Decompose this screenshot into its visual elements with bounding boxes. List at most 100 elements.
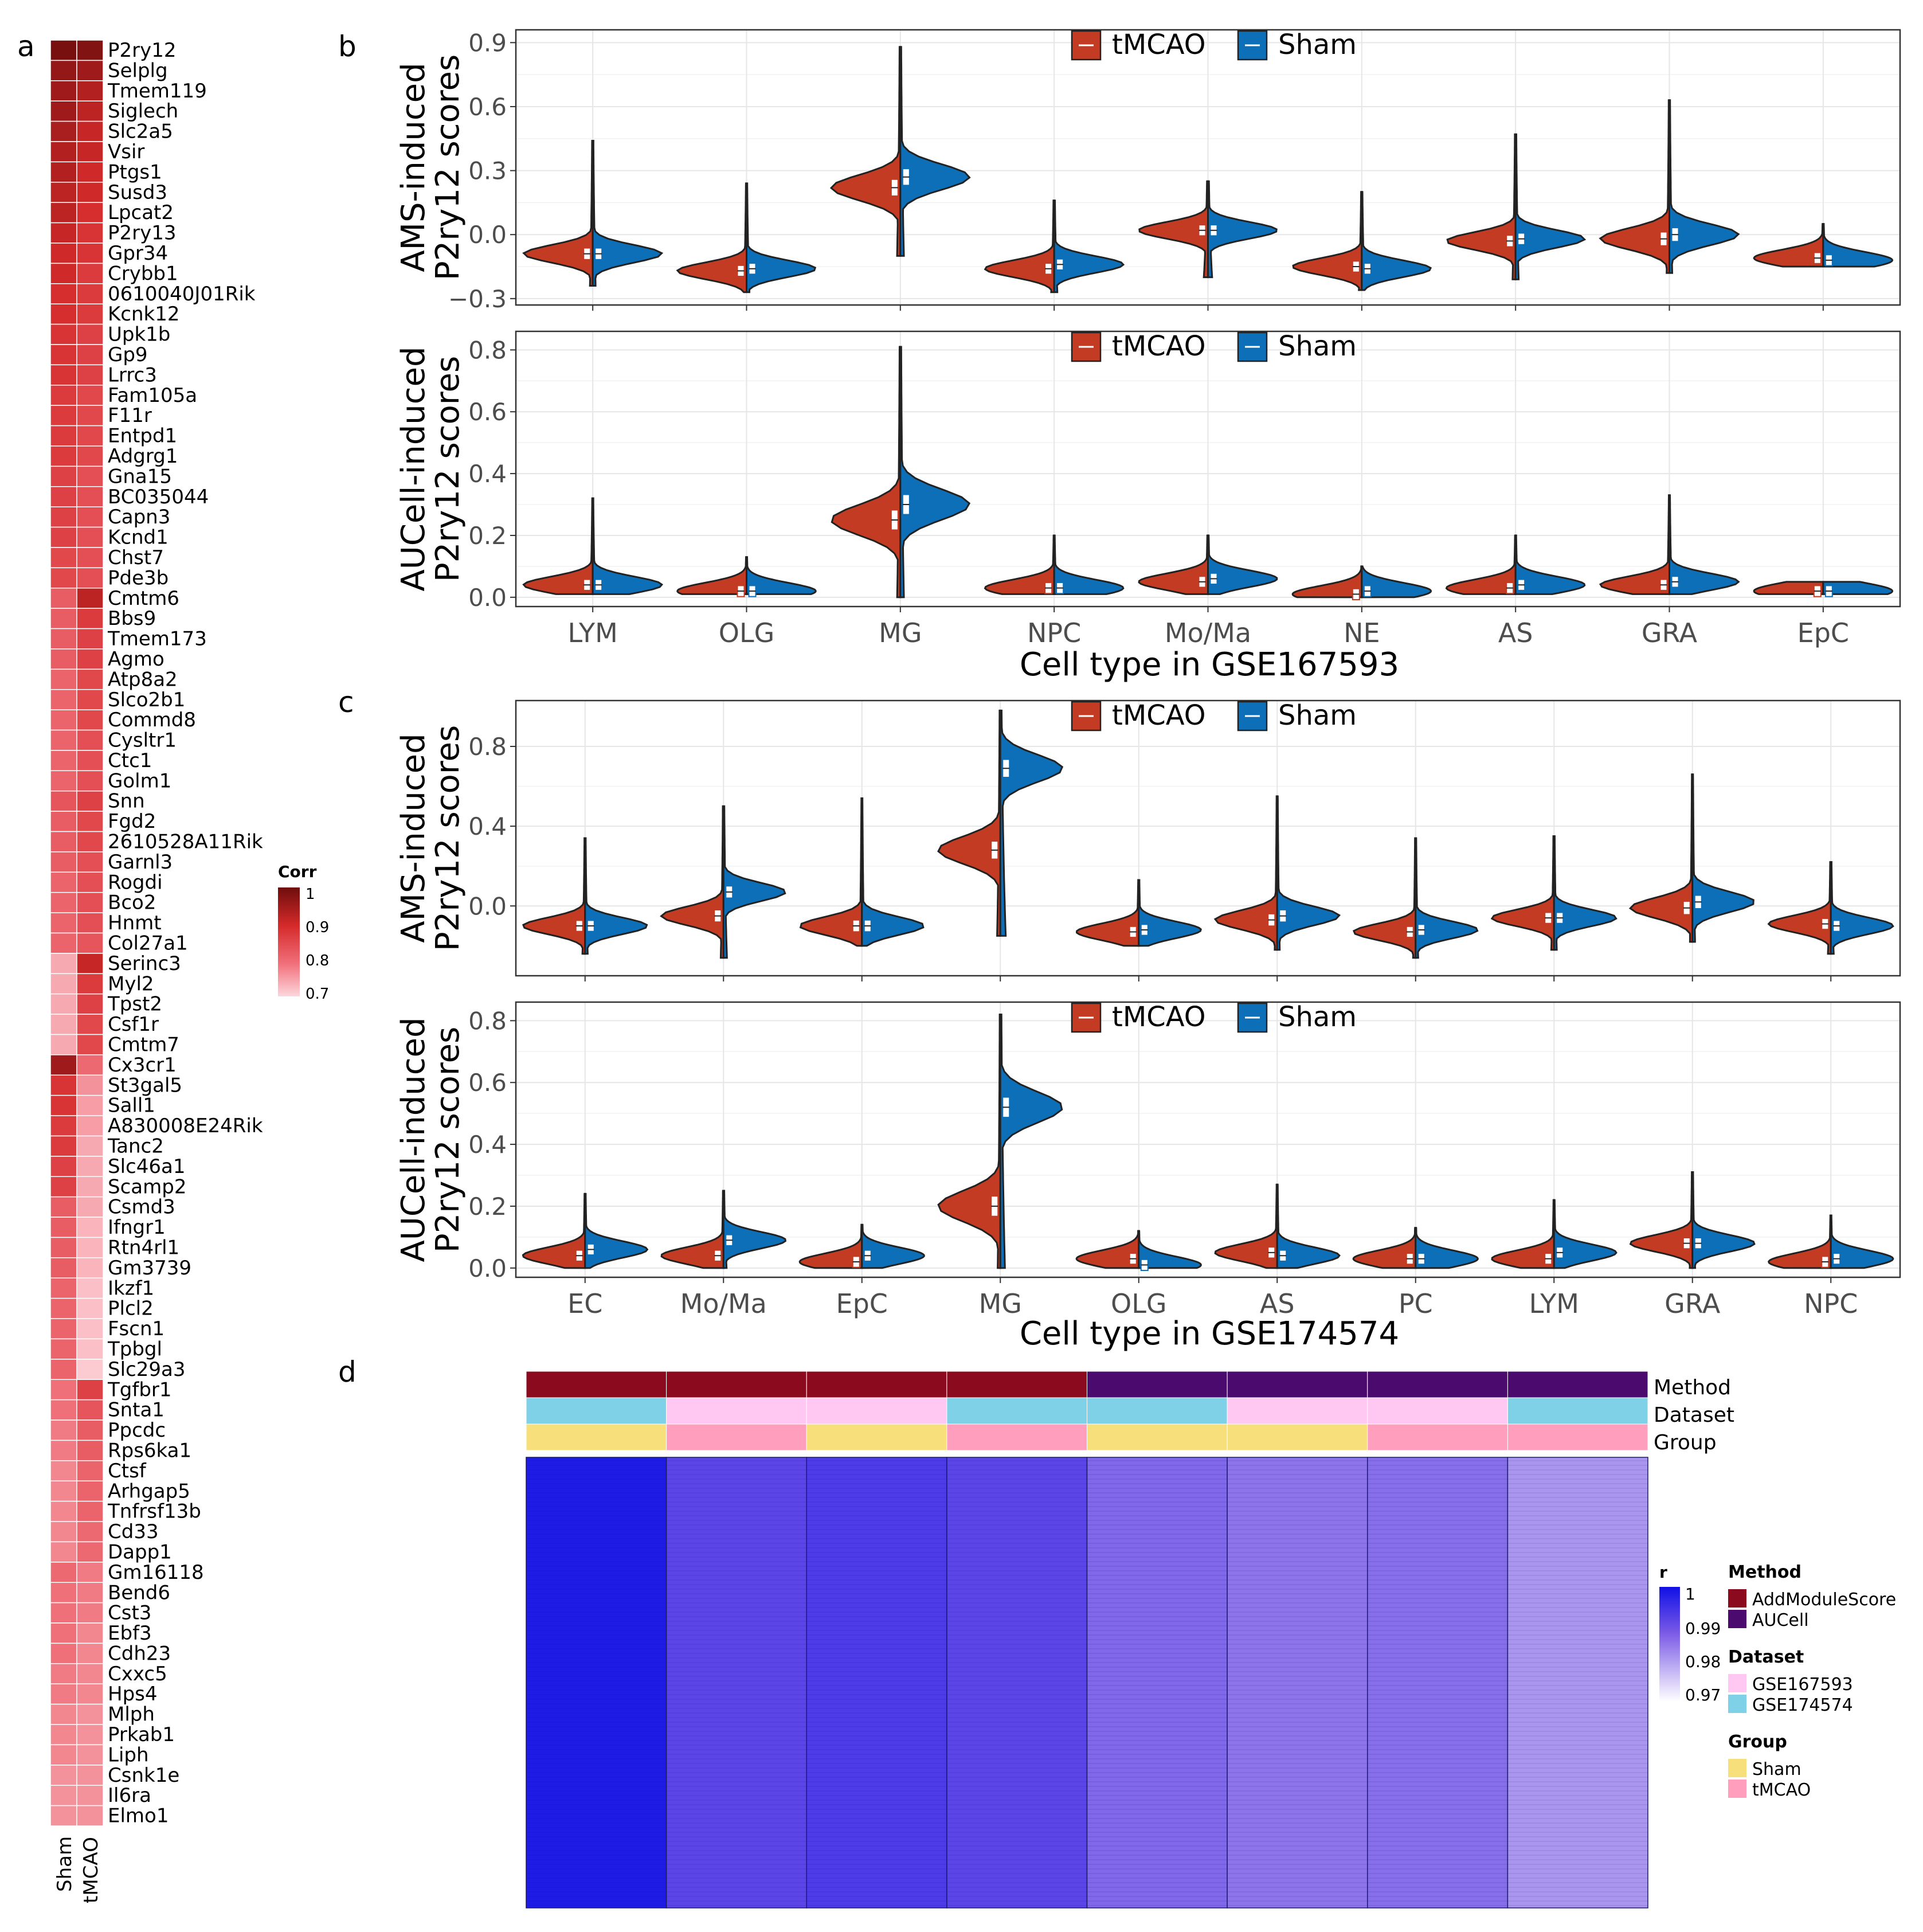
heat-cell-tmcao	[76, 60, 104, 81]
violin-half-sham	[1138, 879, 1202, 947]
y-tick-label: 0.6	[468, 1069, 507, 1097]
violin-half-sham	[1361, 565, 1432, 599]
heat-cell-sham	[50, 243, 77, 264]
gene-label: Slc29a3	[108, 1358, 185, 1381]
heat-cell-tmcao	[76, 1460, 104, 1481]
violin-half-sham	[999, 709, 1064, 937]
gene-label: St3gal5	[108, 1074, 182, 1097]
y-tick-label: 0.9	[468, 29, 507, 57]
legend-label-tmcao: tMCAO	[1112, 1001, 1206, 1033]
gene-label: Kcnk12	[108, 303, 180, 326]
heat-cell-tmcao	[76, 243, 104, 264]
gene-label: Csf1r	[108, 1013, 159, 1036]
violin-half-sham	[899, 346, 971, 599]
heat-cell-sham	[50, 40, 77, 61]
gene-label: Upk1b	[108, 323, 170, 346]
gene-label: Crybb1	[108, 262, 178, 285]
annot-method-cell	[1367, 1371, 1508, 1398]
heat-cell-sham	[50, 283, 77, 304]
gene-label: Cmtm7	[108, 1034, 179, 1057]
method-item-aucell: AUCell	[1752, 1610, 1809, 1630]
y-tick-label: 0.8	[468, 336, 507, 364]
heat-cell-tmcao	[76, 689, 104, 710]
heat-cell-tmcao	[76, 1237, 104, 1258]
violin-half-sham	[1207, 180, 1278, 279]
heat-cell-sham	[50, 344, 77, 366]
gene-label: Snn	[108, 790, 145, 813]
heat-cell-sham	[50, 1785, 77, 1806]
annot-method-cell	[1087, 1371, 1228, 1398]
annot-group-cell	[1227, 1423, 1368, 1451]
heat-cell-tmcao	[76, 871, 104, 893]
x-tick-label: LYM	[568, 617, 618, 648]
x-tick-label: AS	[1498, 617, 1533, 648]
annot-method-cell	[946, 1371, 1087, 1398]
violin-half-sham	[1553, 835, 1617, 951]
heat-cell-tmcao	[76, 120, 104, 142]
violin-half-tmcao	[1291, 565, 1363, 599]
heat-cell-tmcao	[76, 953, 104, 975]
heat-cell-sham	[50, 141, 77, 163]
heat-cell-sham	[50, 1419, 77, 1441]
corr-tick-08: 0.8	[306, 952, 329, 969]
heat-cell-tmcao	[76, 1419, 104, 1441]
gene-label: Atp8a2	[108, 668, 178, 691]
violin-half-sham	[746, 182, 817, 294]
heat-cell-tmcao	[76, 1034, 104, 1055]
heat-cell-sham	[50, 1765, 77, 1786]
annot-group-cell	[1507, 1423, 1648, 1451]
r-tick-1: 1	[1685, 1585, 1695, 1604]
annot-dataset-cell	[946, 1397, 1087, 1425]
heat-cell-tmcao	[76, 1176, 104, 1198]
y-tick-label: 0.6	[468, 398, 507, 426]
heat-cell-sham	[50, 567, 77, 589]
heat-cell-tmcao	[76, 1703, 104, 1725]
r-tick-098: 0.98	[1685, 1652, 1721, 1671]
annot-group-cell	[1087, 1423, 1228, 1451]
panel-frame	[515, 1001, 1901, 1278]
y-tick-label: 0.0	[468, 892, 507, 920]
gene-label: Fscn1	[108, 1317, 165, 1340]
heat-cell-tmcao	[76, 1217, 104, 1238]
dataset-item-174574: GSE174574	[1752, 1695, 1853, 1715]
heat-cell-tmcao	[76, 750, 104, 772]
gene-label: Lrrc3	[108, 363, 157, 386]
gene-label: Cxxc5	[108, 1663, 167, 1685]
heat-cell-sham	[50, 871, 77, 893]
heat-cell-sham	[50, 1277, 77, 1299]
violin-half-sham	[1691, 1171, 1756, 1269]
heat-column	[946, 1457, 1088, 1908]
heat-cell-sham	[50, 506, 77, 528]
violin-half-sham	[1361, 191, 1432, 291]
heat-cell-tmcao	[76, 1805, 104, 1827]
heat-cell-sham	[50, 1521, 77, 1543]
annot-group-cell	[806, 1423, 947, 1451]
violin-half-sham	[1514, 133, 1587, 280]
gene-label: BC035044	[108, 486, 209, 509]
legend-label-sham: Sham	[1278, 699, 1357, 732]
heat-cell-tmcao	[76, 385, 104, 406]
heat-cell-sham	[50, 1379, 77, 1401]
heat-cell-tmcao	[76, 100, 104, 122]
gene-label: Tanc2	[107, 1135, 164, 1158]
gene-label: Ctsf	[108, 1460, 147, 1483]
r-legend-title: r	[1659, 1563, 1667, 1582]
heat-cell-sham	[50, 851, 77, 873]
gene-label: Gm3739	[108, 1257, 191, 1280]
dataset-item-167593: GSE167593	[1752, 1675, 1853, 1695]
heat-cell-tmcao	[76, 263, 104, 284]
heat-column	[1507, 1457, 1648, 1908]
group-legend-title: Group	[1728, 1732, 1787, 1752]
gene-label: Mlph	[108, 1703, 155, 1726]
violin-half-sham	[1669, 494, 1740, 595]
heat-cell-tmcao	[76, 445, 104, 467]
heat-cell-sham	[50, 932, 77, 954]
heat-cell-sham	[50, 466, 77, 487]
annot-group-cell	[946, 1423, 1087, 1451]
violin-half-sham	[1830, 1214, 1894, 1269]
heat-cell-sham	[50, 709, 77, 731]
heat-cell-tmcao	[76, 303, 104, 325]
annot-group-cell	[526, 1423, 667, 1451]
heat-cell-tmcao	[76, 1765, 104, 1786]
heat-cell-tmcao	[76, 1338, 104, 1360]
